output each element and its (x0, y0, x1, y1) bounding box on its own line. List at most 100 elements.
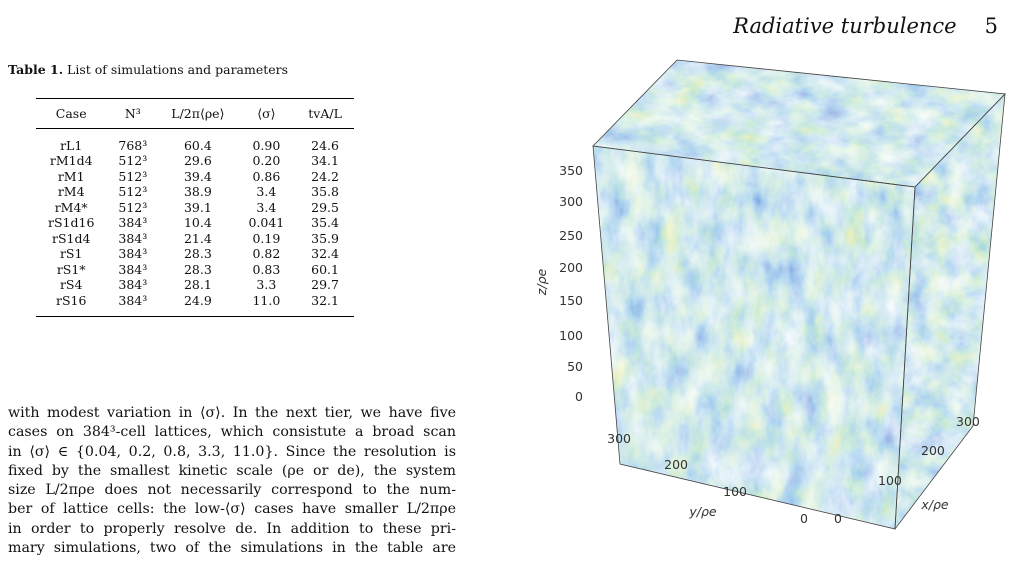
table-cell: 60.1 (311, 261, 339, 277)
table-caption-label: Table 1. (8, 62, 64, 77)
table-cell: rL1 (60, 137, 83, 153)
text-line: in ⟨σ⟩ ∈ {0.04, 0.2, 0.8, 3.3, 11.0}. Si… (8, 443, 456, 460)
column-header: Case (55, 106, 87, 121)
table-cell: rS1 (59, 246, 83, 261)
z-tick-label: 0 (575, 389, 583, 404)
x-axis: 0 100 200 300 x/ρe (834, 414, 980, 526)
table-row: rS16 384³ 24.9 11.0 32.1 (36, 293, 354, 317)
z-tick-label: 200 (559, 260, 583, 275)
table-cell: 35.9 (311, 230, 339, 246)
y-tick-label: 300 (607, 431, 631, 446)
body-paragraph: with modest variation in ⟨σ⟩. In the nex… (8, 404, 456, 558)
table-row: rS1d16 384³ 10.4 0.041 35.4 (36, 215, 354, 231)
z-tick-label: 250 (559, 228, 583, 243)
table-row: rM4* 512³ 39.1 3.4 29.5 (36, 200, 354, 216)
table-row: rM4 512³ 38.9 3.4 35.8 (36, 184, 354, 200)
text-line: with modest variation in ⟨σ⟩. In the nex… (8, 405, 456, 421)
table-cell: 384³ (118, 230, 148, 246)
x-axis-label: x/ρe (920, 497, 949, 512)
table-cell: 384³ (118, 292, 148, 308)
table-cell: 32.1 (311, 292, 339, 308)
table-cell: 384³ (118, 246, 148, 261)
table-row: rL1 768³ 60.4 0.90 24.6 (36, 128, 354, 153)
table-caption: Table 1. List of simulations and paramet… (8, 62, 288, 77)
y-axis: 300 200 100 0 y/ρe (607, 431, 808, 526)
z-tick-label: 300 (559, 194, 583, 209)
table-cell: 60.4 (183, 137, 212, 153)
table-row: rS1* 384³ 28.3 0.83 60.1 (36, 262, 354, 278)
column-header: tvA/L (308, 106, 342, 121)
table-cell: 0.041 (248, 215, 285, 230)
table-cell: 28.1 (183, 277, 212, 292)
table-cell: rM4* (54, 199, 88, 215)
table-cell: 29.6 (183, 153, 212, 168)
table-cell: 21.4 (183, 230, 212, 246)
table-header-row: Case N³ L/2π⟨ρe⟩ ⟨σ⟩ tvA/L (36, 98, 354, 128)
table-cell: 0.90 (252, 137, 281, 153)
table-cell: 0.82 (252, 246, 281, 261)
table-row: rS4 384³ 28.1 3.3 29.7 (36, 277, 354, 293)
table-cell: 35.4 (311, 215, 339, 230)
page-number: 5 (984, 14, 998, 38)
x-tick-label: 0 (834, 511, 842, 526)
table-cell: 29.5 (311, 199, 339, 215)
table-cell: 32.4 (311, 246, 339, 261)
table-cell: 24.9 (183, 292, 212, 308)
table-cell: 0.86 (252, 168, 281, 184)
cube-edges (592, 59, 1006, 531)
table-row: rM1 512³ 39.4 0.86 24.2 (36, 169, 354, 185)
table-cell: 34.1 (311, 153, 339, 168)
table-cell: rS1* (56, 261, 86, 277)
table-row: rS1 384³ 28.3 0.82 32.4 (36, 246, 354, 262)
table-cell: 28.3 (183, 246, 212, 261)
cube-front-face (593, 146, 915, 529)
y-tick-label: 200 (664, 457, 688, 472)
cube-plot: 0 50 100 150 200 250 300 350 z/ρe 300 20… (534, 59, 1006, 531)
table-caption-text: List of simulations and parameters (67, 62, 289, 77)
table-cell: rM1d4 (49, 153, 93, 168)
column-header: L/2π⟨ρe⟩ (171, 106, 225, 121)
table-row: rM1d4 512³ 29.6 0.20 34.1 (36, 153, 354, 169)
table-cell: rS1d16 (48, 215, 95, 230)
table-cell: 3.4 (256, 184, 277, 199)
x-tick-label: 200 (921, 443, 945, 458)
table-cell: rS16 (55, 292, 87, 308)
table-cell: 512³ (118, 153, 148, 168)
table-cell: 512³ (118, 168, 148, 184)
table-cell: 29.7 (311, 277, 339, 292)
z-axis: 0 50 100 150 200 250 300 350 z/ρe (534, 163, 583, 404)
text-line: size L/2πρe does not necessarily corresp… (8, 482, 456, 499)
table-cell: 384³ (118, 277, 148, 292)
table-cell: rS1d4 (51, 230, 91, 246)
table-cell: 24.6 (311, 137, 339, 153)
cube-figure: 0 50 100 150 200 250 300 350 z/ρe 300 20… (505, 54, 1010, 569)
text-line: fixed by the smallest kinetic scale (ρe … (8, 462, 456, 479)
table-cell: 768³ (118, 137, 148, 153)
table-cell: 384³ (118, 261, 148, 277)
x-tick-label: 100 (878, 473, 902, 488)
text-line: in order to properly resolve de. In addi… (8, 520, 456, 537)
z-tick-label: 100 (559, 328, 583, 343)
table-cell: 10.4 (183, 215, 212, 230)
column-header: N³ (124, 106, 141, 121)
z-tick-label: 150 (559, 293, 583, 308)
table-cell: rM1 (57, 168, 85, 184)
running-title: Radiative turbulence (733, 14, 957, 38)
table-cell: 38.9 (183, 184, 212, 199)
simulations-table: Case N³ L/2π⟨ρe⟩ ⟨σ⟩ tvA/L rL1 768³ 60.4 0.… (36, 98, 354, 317)
table-cell: 39.4 (183, 168, 212, 184)
text-line: ber of lattice cells: the low-⟨σ⟩ cases … (8, 501, 456, 518)
table-cell: 3.3 (256, 277, 277, 292)
x-tick-label: 300 (956, 414, 980, 429)
y-tick-label: 100 (723, 484, 747, 499)
column-header: ⟨σ⟩ (257, 106, 276, 121)
table-cell: 39.1 (183, 199, 212, 215)
table-row: rS1d4 384³ 21.4 0.19 35.9 (36, 231, 354, 247)
z-tick-label: 50 (567, 359, 583, 374)
table-cell: 0.19 (252, 230, 281, 246)
table-cell: 11.0 (252, 292, 281, 308)
table-cell: 384³ (118, 215, 148, 230)
z-tick-label: 350 (559, 163, 583, 178)
table-cell: rM4 (57, 184, 85, 199)
text-line: mary simulations, two of the simulations… (8, 540, 456, 557)
